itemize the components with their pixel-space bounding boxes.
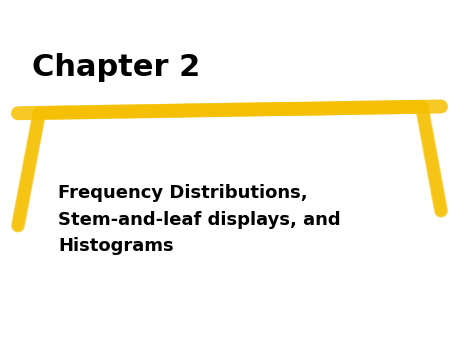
Text: Chapter 2: Chapter 2 <box>32 53 200 82</box>
Text: Frequency Distributions,
Stem-and-leaf displays, and
Histograms: Frequency Distributions, Stem-and-leaf d… <box>58 184 341 255</box>
